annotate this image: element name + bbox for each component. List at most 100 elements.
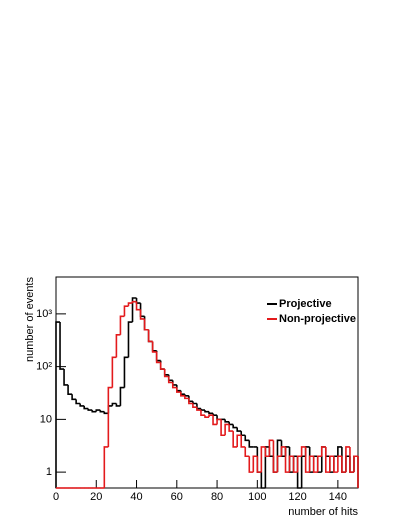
histogram-bin: [139, 309, 145, 320]
histogram-bin: [208, 414, 214, 418]
histogram-bin: [284, 446, 290, 473]
histogram-bin: [244, 435, 250, 442]
histogram-bin: [304, 446, 310, 473]
histogram-bin: [103, 446, 109, 488]
histogram-bin: [91, 410, 97, 413]
histogram-bin: [268, 439, 274, 457]
histogram-bin: [200, 410, 205, 416]
histogram-bin: [208, 411, 214, 415]
histogram-bin: [312, 456, 318, 473]
histogram-bin: [212, 413, 218, 416]
histogram-bin: [192, 403, 197, 409]
histogram-bin: [260, 446, 266, 473]
histogram-bin: [127, 302, 133, 307]
y-tick-label: 10: [40, 413, 52, 425]
histogram-bin: [131, 297, 137, 323]
histogram-bin: [163, 369, 169, 378]
histogram-bin: [95, 409, 101, 412]
histogram-bin: [349, 446, 354, 473]
histogram-bin: [220, 419, 226, 437]
histogram-bin: [103, 411, 109, 415]
legend-label: Non-projective: [279, 313, 356, 325]
histogram-bin: [67, 384, 73, 396]
histogram-bin: [216, 418, 222, 425]
histogram-bin: [123, 305, 129, 317]
histogram-bin: [292, 456, 298, 473]
histogram-bin: [115, 403, 121, 407]
histogram-bin: [288, 446, 294, 473]
histogram-bin: [337, 455, 342, 473]
histogram-bin: [119, 315, 125, 335]
histogram-bin: [240, 435, 246, 448]
x-tick-label: 60: [171, 491, 183, 503]
histogram-bin: [123, 356, 129, 388]
histogram-bin: [232, 431, 238, 448]
histogram-bin: [111, 402, 117, 406]
histogram-bin: [55, 321, 61, 488]
histogram-bin: [316, 455, 322, 473]
histogram-bin: [204, 410, 210, 413]
histogram-bin: [63, 369, 69, 386]
histogram-bin: [280, 446, 286, 457]
histogram-bin: [248, 456, 254, 473]
histogram-bin: [252, 455, 258, 473]
histogram-bin: [324, 446, 330, 473]
y-axis-label: number of events: [24, 277, 36, 362]
histogram-bin: [75, 399, 81, 405]
histogram-bin: [135, 301, 141, 311]
histogram-bin: [276, 455, 282, 473]
histogram-bin: [184, 395, 189, 400]
histogram-bin: [155, 351, 161, 364]
histogram-bin: [240, 431, 246, 437]
histogram-bin: [337, 446, 342, 457]
histogram-bin: [272, 440, 278, 473]
histogram-bin: [224, 419, 230, 423]
histogram-bin: [236, 434, 242, 447]
histogram-bin: [147, 329, 153, 343]
x-tick-label: 20: [90, 491, 102, 503]
histogram-bin: [228, 424, 234, 432]
x-axis-label: number of hits: [288, 506, 358, 518]
histogram-bin: [236, 427, 242, 432]
histogram-bin: [188, 398, 193, 405]
histogram-bin: [320, 446, 326, 457]
histogram-bin: [143, 318, 149, 331]
histogram-bin: [127, 321, 133, 358]
histogram-bin: [115, 334, 121, 358]
x-tick-label: 140: [329, 491, 347, 503]
histogram-bin: [87, 408, 93, 411]
histogram-bin: [288, 455, 294, 473]
legend-label: Projective: [279, 298, 332, 310]
histogram-bin: [260, 472, 266, 489]
histogram-bin: [224, 423, 230, 436]
y-tick-label: 10³: [36, 308, 52, 320]
x-tick-label: 0: [53, 491, 59, 503]
histogram-bin: [345, 446, 350, 473]
histogram-bin: [204, 415, 210, 418]
histogram-bin: [171, 382, 177, 389]
histogram-bin: [111, 356, 117, 388]
histogram-bin: [99, 410, 105, 413]
histogram-bin: [71, 394, 77, 401]
histogram-bin: [79, 403, 85, 407]
histogram-bin: [192, 401, 197, 405]
histogram-bin: [59, 322, 65, 370]
histogram-bin: [341, 456, 346, 473]
histogram-bin: [296, 455, 302, 473]
x-tick-label: 120: [288, 491, 306, 503]
histogram-bin: [353, 455, 358, 473]
histogram-bin: [232, 424, 238, 429]
histogram-bin: [167, 376, 173, 384]
x-tick-label: 80: [211, 491, 223, 503]
histogram-bin: [107, 386, 113, 447]
histogram-bin: [180, 392, 185, 397]
y-tick-label: 10²: [36, 361, 52, 373]
x-tick-label: 100: [248, 491, 266, 503]
histogram-bin: [329, 455, 334, 473]
histogram-bin: [308, 455, 314, 473]
histogram-bin: [131, 300, 137, 304]
histogram-bin: [244, 446, 250, 458]
histogram-bin: [300, 446, 306, 457]
